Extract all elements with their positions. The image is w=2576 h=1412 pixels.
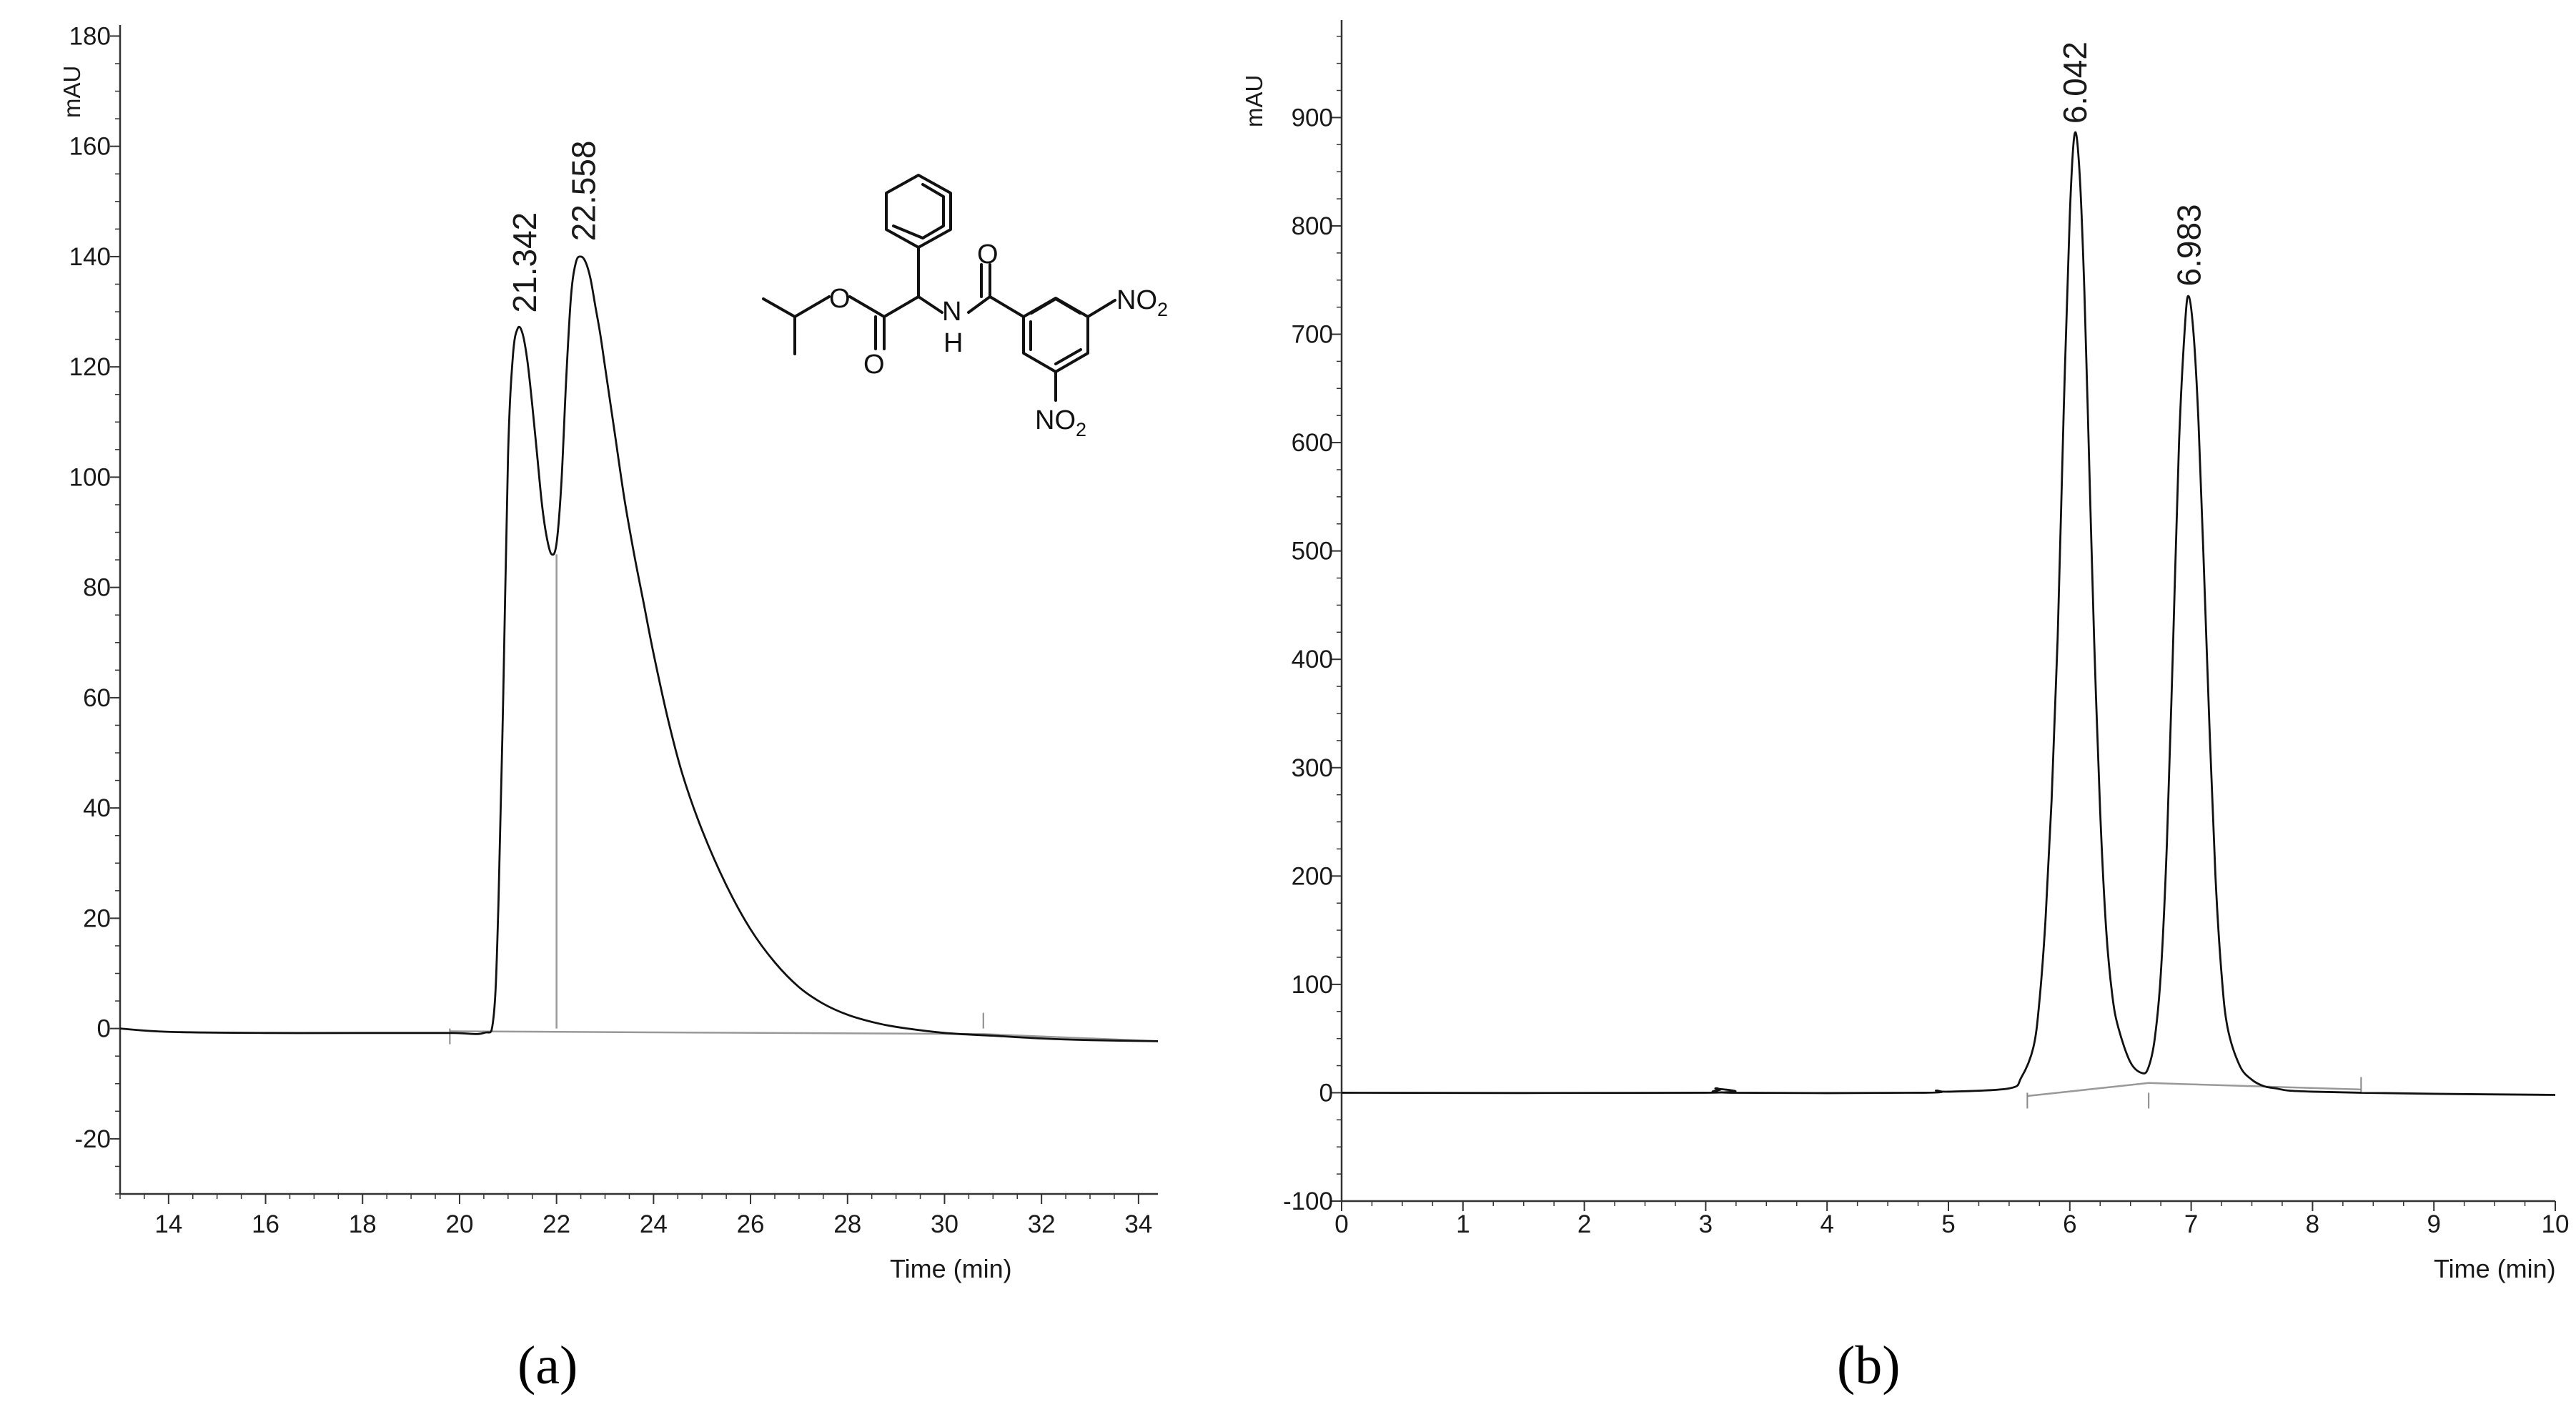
- nitro-top-text: NO: [1116, 285, 1157, 315]
- x-axis-title: Time (min): [890, 1254, 1012, 1283]
- chromatogram-line: [119, 255, 1159, 1042]
- x-tick-label: 6: [2063, 1210, 2076, 1238]
- bond: [1086, 299, 1116, 318]
- chromatogram-line: [1341, 131, 2556, 1096]
- x-tick-label: 32: [1028, 1210, 1056, 1238]
- panel-label-b: (b): [1837, 1336, 1901, 1396]
- nitro-bottom-subscript: 2: [1076, 419, 1086, 440]
- y-tick-label: 100: [1292, 971, 1333, 999]
- event-ticks: [2026, 1077, 2362, 1109]
- x-tick-label: 34: [1124, 1210, 1152, 1238]
- y-tick-label: 700: [1292, 321, 1333, 349]
- baseline-lines: [450, 1030, 1159, 1042]
- tick-marks: [110, 35, 1139, 1204]
- x-tick-label: 8: [2306, 1210, 2319, 1238]
- tick-marks: [1332, 35, 2556, 1211]
- peak-labels: 6.042 6.983: [2056, 41, 2208, 286]
- axes: [119, 25, 1158, 1195]
- peak-retention-time-label: 6.042: [2056, 41, 2094, 124]
- y-tick-label: 180: [69, 22, 111, 50]
- x-tick-label: 4: [1820, 1210, 1833, 1238]
- y-tick-label: 80: [83, 574, 111, 602]
- y-tick-label: 900: [1292, 104, 1333, 132]
- x-tick-label: 20: [445, 1210, 473, 1238]
- baseline-lines: [2027, 1082, 2362, 1097]
- y-tick-label: 40: [83, 794, 111, 822]
- x-tick-label: 5: [1941, 1210, 1955, 1238]
- x-tick-label: 24: [640, 1210, 668, 1238]
- y-tick-label: 0: [1319, 1079, 1333, 1107]
- panel-label-a: (a): [517, 1336, 578, 1396]
- bond: [917, 295, 943, 314]
- amide-nitrogen: N: [942, 297, 961, 327]
- peak-retention-time-label: 6.983: [2171, 204, 2208, 286]
- y-tick-label: 100: [69, 463, 111, 491]
- y-tick-label: 400: [1292, 646, 1333, 673]
- chart-panel-a: mAU 14 16 18 20 22 24 26 28 30 32 34-2002040608010…: [59, 22, 1168, 1396]
- peak-retention-time-label: 21.342: [506, 212, 543, 313]
- y-tick-label: 600: [1292, 429, 1333, 457]
- amide-hydrogen: H: [943, 328, 963, 358]
- y-tick-label: 120: [69, 353, 111, 381]
- chart-panel-b: mAU 0 1 2 3 4 5 6 7 8 9 10-10001002003004005006007…: [1241, 20, 2569, 1396]
- x-tick-label: 10: [2542, 1210, 2570, 1238]
- dinitrophenyl-ring: [1022, 297, 1089, 373]
- x-tick-label: 2: [1577, 1210, 1591, 1238]
- amide-oxygen: O: [977, 240, 999, 270]
- phenyl-inner-bonds: [892, 183, 945, 240]
- nitro-top-subscript: 2: [1157, 299, 1168, 320]
- x-tick-label: 26: [737, 1210, 765, 1238]
- y-tick-label: 60: [83, 684, 111, 712]
- nitro-bottom-text: NO: [1035, 405, 1076, 435]
- y-tick-label: 300: [1292, 754, 1333, 782]
- chromatogram-trace: [1341, 131, 2556, 1096]
- x-tick-label: 3: [1699, 1210, 1713, 1238]
- bond: [989, 295, 1025, 318]
- y-tick-label: -100: [1283, 1188, 1333, 1215]
- event-ticks: [449, 1012, 984, 1045]
- peak-labels: 21.342 22.558: [506, 140, 603, 312]
- nitro-group-top: NO2: [1116, 285, 1168, 320]
- baseline-line: [450, 1030, 1159, 1042]
- carbonyl-oxygen: O: [863, 350, 885, 380]
- x-tick-label: 14: [154, 1210, 182, 1238]
- nitro-group-bottom: NO2: [1035, 405, 1086, 440]
- y-axis-unit-label: mAU: [1241, 75, 1267, 127]
- y-tick-label: 20: [83, 904, 111, 932]
- x-tick-label: 1: [1456, 1210, 1470, 1238]
- x-tick-label: 0: [1334, 1210, 1348, 1238]
- axes: [1340, 20, 2555, 1203]
- ester-oxygen: O: [829, 284, 851, 314]
- y-tick-label: -20: [74, 1125, 111, 1153]
- x-tick-label: 7: [2184, 1210, 2198, 1238]
- peak-retention-time-label: 22.558: [565, 140, 603, 241]
- x-tick-label: 28: [833, 1210, 861, 1238]
- bond: [762, 297, 796, 318]
- x-tick-label: 22: [543, 1210, 570, 1238]
- tick-labels: 14 16 18 20 22 24 26 28 30 32 34 -20 0 20 40 60 80 100 120…: [69, 22, 1153, 1238]
- tick-labels: 0 1 2 3 4 5 6 7 8 9 10-100010020030040050060070080…: [1283, 104, 2570, 1238]
- baseline-line: [2027, 1082, 2362, 1097]
- bond: [967, 295, 991, 314]
- bond: [848, 295, 886, 318]
- y-tick-label: 140: [69, 243, 111, 271]
- dinitrophenyl-inner-bonds: [1030, 297, 1081, 315]
- y-tick-label: 500: [1292, 538, 1333, 566]
- y-tick-label: 0: [97, 1015, 111, 1043]
- x-tick-label: 18: [349, 1210, 377, 1238]
- y-tick-label: 200: [1292, 862, 1333, 890]
- x-tick-label: 30: [931, 1210, 958, 1238]
- x-axis-title: Time (min): [2434, 1254, 2556, 1283]
- y-tick-label: 800: [1292, 212, 1333, 240]
- y-tick-label: 160: [69, 133, 111, 161]
- chemical-structure: [762, 174, 1116, 402]
- bond: [793, 295, 831, 318]
- x-tick-label: 9: [2427, 1210, 2440, 1238]
- bond: [883, 295, 920, 318]
- x-tick-label: 16: [252, 1210, 279, 1238]
- bond: [1054, 348, 1082, 365]
- chromatogram-trace: [119, 255, 1159, 1042]
- y-axis-unit-label: mAU: [59, 66, 85, 118]
